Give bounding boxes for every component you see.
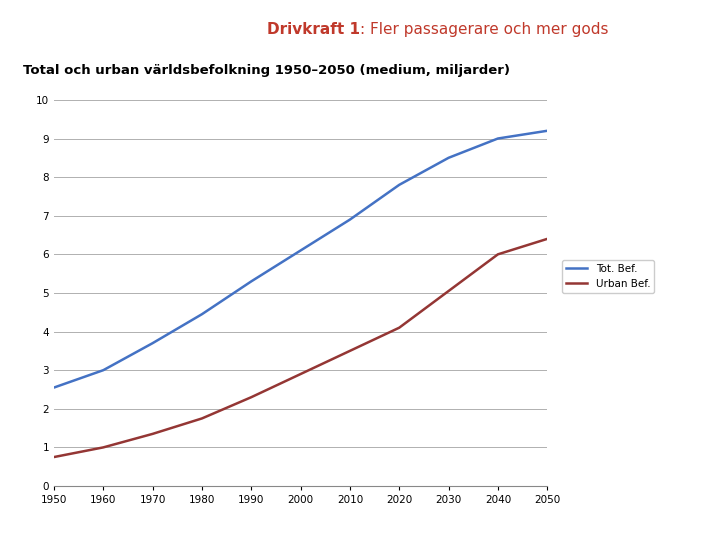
Legend: Tot. Bef., Urban Bef.: Tot. Bef., Urban Bef. <box>562 260 654 293</box>
Tot. Bef. <box>99 367 107 374</box>
Tot. Bef. <box>50 384 58 391</box>
Text: Total och urban världsbefolkning 1950–2050 (medium, miljarder): Total och urban världsbefolkning 1950–20… <box>23 64 510 77</box>
Text: : Fler passagerare och mer gods: : Fler passagerare och mer gods <box>360 22 608 37</box>
Tot. Bef. <box>493 135 502 141</box>
Line: Urban Bef.: Urban Bef. <box>54 239 547 457</box>
Urban Bef. <box>296 371 305 377</box>
Tot. Bef. <box>395 181 403 188</box>
Urban Bef. <box>197 415 206 422</box>
Tot. Bef. <box>346 217 354 223</box>
Urban Bef. <box>99 444 107 450</box>
Line: Tot. Bef.: Tot. Bef. <box>54 131 547 388</box>
Urban Bef. <box>148 430 157 437</box>
Urban Bef. <box>493 251 502 258</box>
Urban Bef. <box>444 288 453 294</box>
Urban Bef. <box>395 325 403 331</box>
Tot. Bef. <box>444 154 453 161</box>
Urban Bef. <box>247 394 256 401</box>
Urban Bef. <box>543 235 552 242</box>
Tot. Bef. <box>148 340 157 346</box>
Tot. Bef. <box>543 127 552 134</box>
Urban Bef. <box>346 348 354 354</box>
Urban Bef. <box>50 454 58 460</box>
Text: Drivkraft 1: Drivkraft 1 <box>267 22 360 37</box>
Tot. Bef. <box>197 311 206 318</box>
Tot. Bef. <box>296 247 305 254</box>
Tot. Bef. <box>247 278 256 285</box>
